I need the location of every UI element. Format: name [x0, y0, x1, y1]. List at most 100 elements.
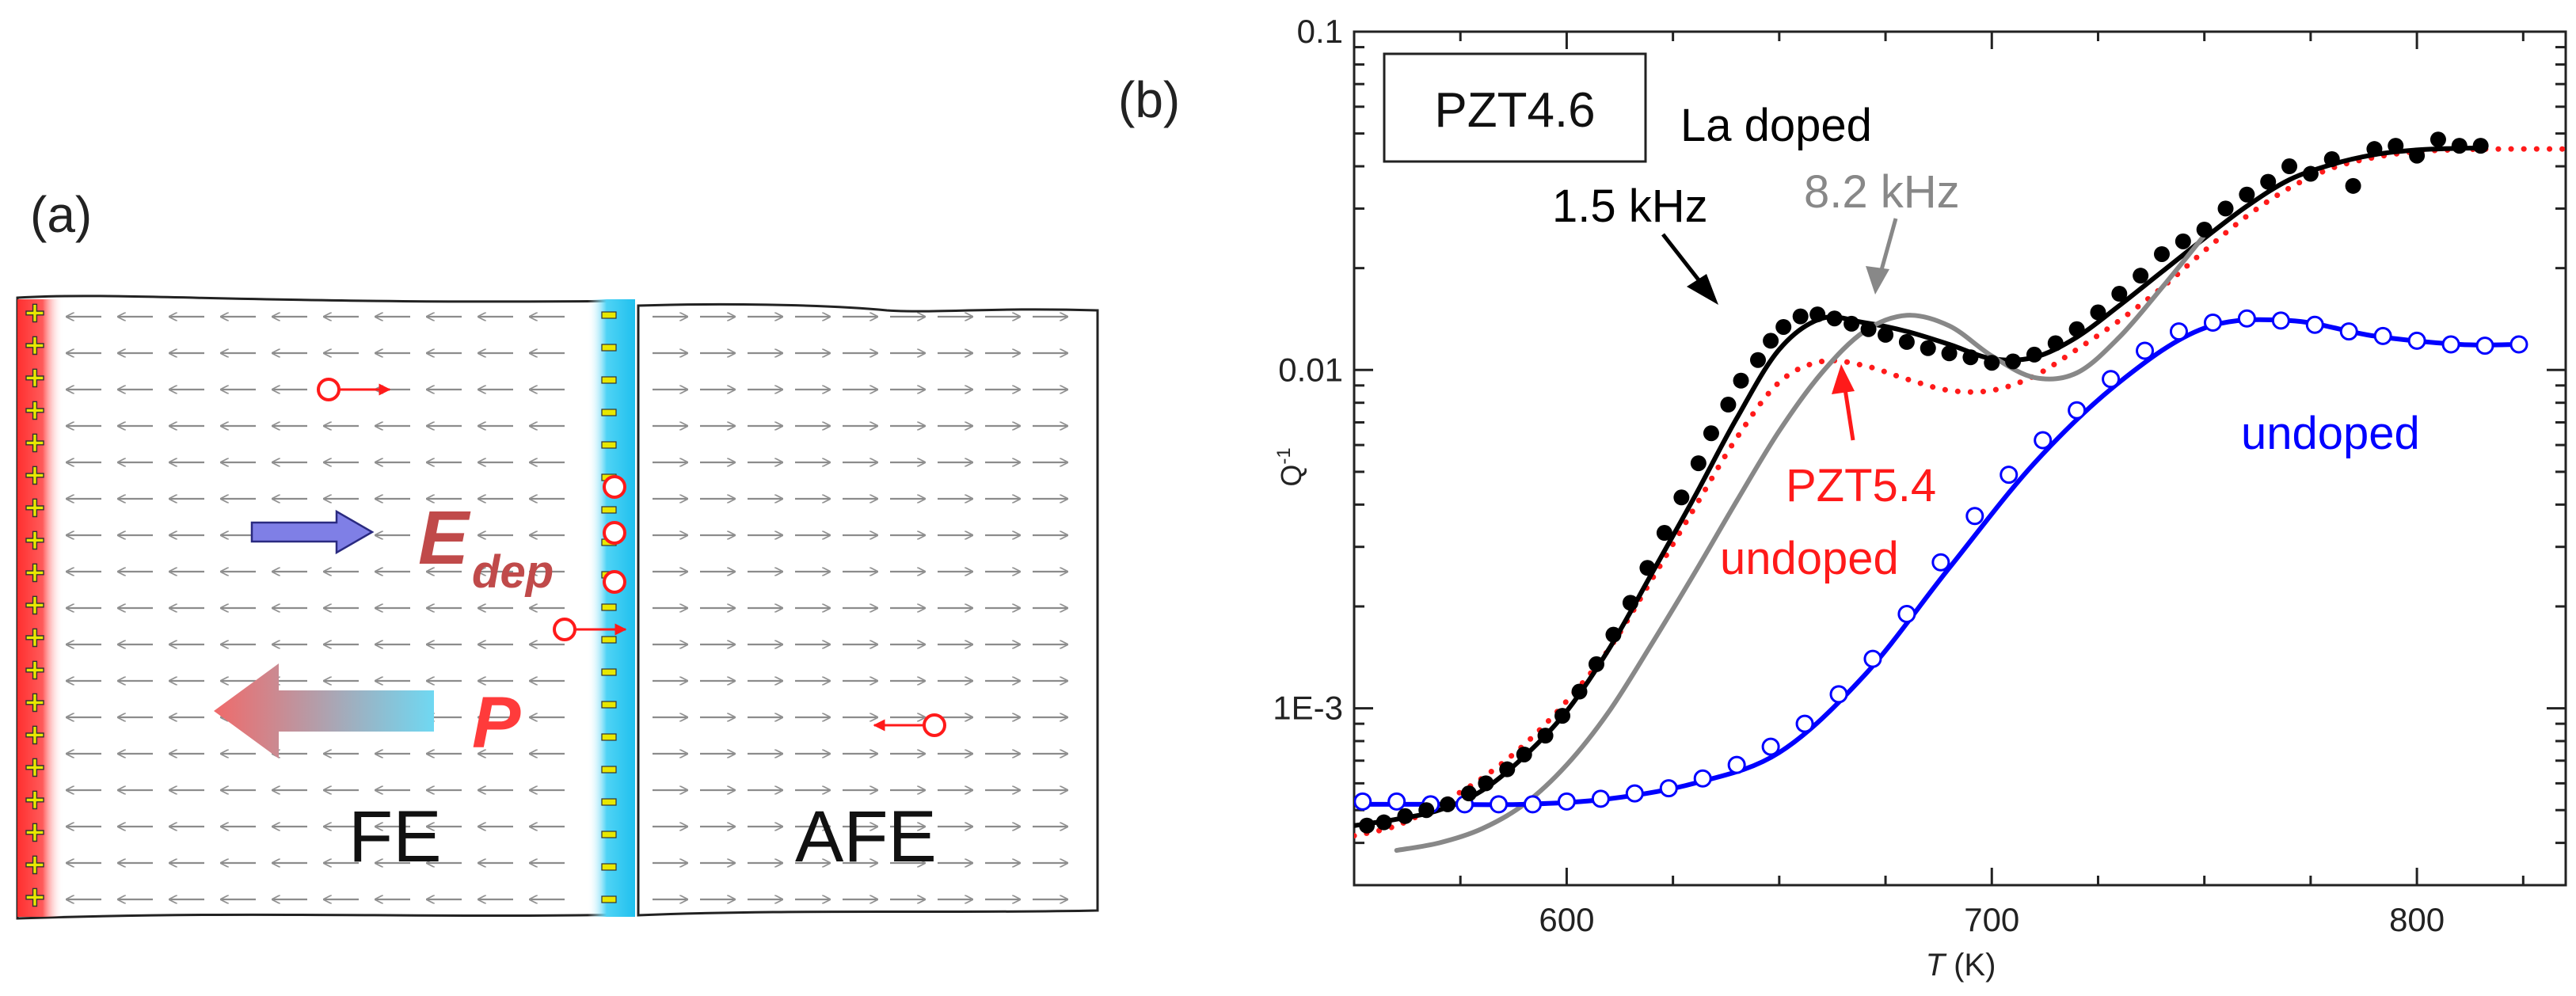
data-point: [2169, 322, 2188, 341]
data-point: [1693, 769, 1712, 788]
positive-charge: +: [25, 878, 45, 917]
data-point: [2430, 131, 2446, 148]
series-pzt5-4-undoped: [1354, 146, 2566, 839]
series-line-la-doped-1-5-khz-fit: [1354, 145, 2483, 828]
series-line-pzt5-4-undoped: [1354, 146, 2566, 839]
data-point: [2260, 173, 2277, 190]
data-point: [1809, 306, 1826, 323]
data-point: [1920, 340, 1936, 356]
series-la-doped-1-5-khz-fit: [1354, 145, 2483, 828]
defect-fe-top: [317, 378, 391, 401]
data-point: [1962, 349, 1979, 366]
positive-charge: +: [25, 586, 45, 625]
negative-charge: [601, 311, 617, 319]
data-point: [2047, 335, 2064, 352]
afe-boundary: [637, 302, 1099, 917]
data-point: [2472, 138, 2489, 154]
data-point: [2111, 286, 2128, 302]
negative-charge: [601, 409, 617, 416]
positive-charge: +: [25, 294, 45, 333]
data-point: [1387, 792, 1406, 811]
data-point: [1397, 808, 1414, 824]
x-axis-title-unit: (K): [1945, 948, 1996, 983]
positive-charge: +: [25, 326, 45, 365]
data-point: [1557, 792, 1576, 811]
negative-charge: [601, 506, 617, 514]
title-box: PZT4.6: [1383, 52, 1647, 163]
data-point: [2475, 336, 2494, 355]
data-point: [1750, 352, 1766, 368]
negative-charge: [601, 376, 617, 384]
data-point: [1589, 656, 1604, 672]
data-point: [1844, 315, 1860, 332]
data-point: [1460, 785, 1477, 802]
data-point: [1625, 784, 1644, 803]
data-point: [1376, 814, 1392, 831]
data-point: [1775, 318, 1792, 335]
data-point: [2271, 311, 2290, 330]
fe-region: +++++++++++++++++++: [16, 293, 635, 920]
data-point: [1571, 683, 1588, 700]
data-point: [1622, 595, 1638, 611]
afe-arrow-grid: [653, 317, 1067, 899]
y-tick-label: 0.01: [1278, 351, 1343, 388]
data-point: [1523, 795, 1542, 814]
negative-charge: [601, 701, 617, 709]
negative-charge: [601, 895, 617, 903]
data-point: [1490, 795, 1509, 814]
data-point: [2302, 165, 2319, 182]
x-tick-label: 600: [1539, 901, 1594, 938]
panel-b-label: (b): [1118, 71, 1180, 128]
data-point: [2026, 346, 2042, 363]
data-point: [2034, 431, 2053, 450]
data-point: [1418, 802, 1435, 819]
series-8-2-khz: [1394, 233, 2207, 853]
data-point: [1941, 345, 1958, 362]
data-point: [1690, 455, 1707, 472]
defect-afe: [873, 713, 946, 737]
data-point: [1733, 372, 1749, 389]
data-point: [2409, 147, 2426, 164]
data-point: [1591, 789, 1610, 808]
positive-charges: +++++++++++++++++++: [24, 293, 45, 917]
data-point: [2133, 268, 2149, 284]
data-point: [1792, 308, 1809, 325]
positive-charge: +: [25, 618, 45, 657]
negative-charge: [601, 636, 617, 644]
data-point: [1829, 685, 1848, 704]
panel-b: (b) 600 700 800 0.1 0.01 1E-3 Q-1 T (K) PZT4.…: [1118, 13, 2567, 983]
afe-label: AFE: [795, 796, 937, 877]
data-point: [1826, 310, 1843, 327]
defect-interface-3: [603, 570, 626, 594]
data-point: [1659, 779, 1678, 798]
data-point: [1763, 333, 1779, 349]
series-la-doped-1-5-khz-data: [1359, 131, 2489, 834]
data-point: [2175, 233, 2191, 249]
data-point: [1656, 525, 1672, 542]
positive-charge: +: [25, 748, 45, 787]
defect-interface-1: [603, 475, 626, 499]
data-point: [1965, 507, 1984, 526]
data-point: [2102, 370, 2121, 389]
positive-charge: +: [25, 651, 45, 690]
data-point: [1478, 775, 1494, 792]
positive-charge: +: [25, 521, 45, 560]
data-point: [2237, 309, 2256, 328]
data-point: [1499, 761, 1516, 777]
positive-charge: +: [25, 424, 45, 462]
data-point: [1984, 355, 2000, 371]
data-point: [2509, 335, 2528, 354]
data-point: [1878, 326, 1894, 343]
annotation-undoped-blue: undoped: [2241, 408, 2420, 459]
x-axis-title: T (K): [1926, 948, 1996, 983]
data-point: [1516, 746, 1532, 762]
pointer-8-2-khz: [1866, 218, 1898, 295]
data-point: [2281, 158, 2298, 175]
negative-charge: [601, 344, 617, 352]
negative-charge: [601, 668, 617, 676]
y-axis-title-sup: -1: [1273, 447, 1295, 464]
x-tick-label: 800: [2389, 901, 2445, 938]
negative-charge: [601, 603, 617, 611]
data-point: [1720, 397, 1737, 413]
negative-charge: [601, 863, 617, 871]
